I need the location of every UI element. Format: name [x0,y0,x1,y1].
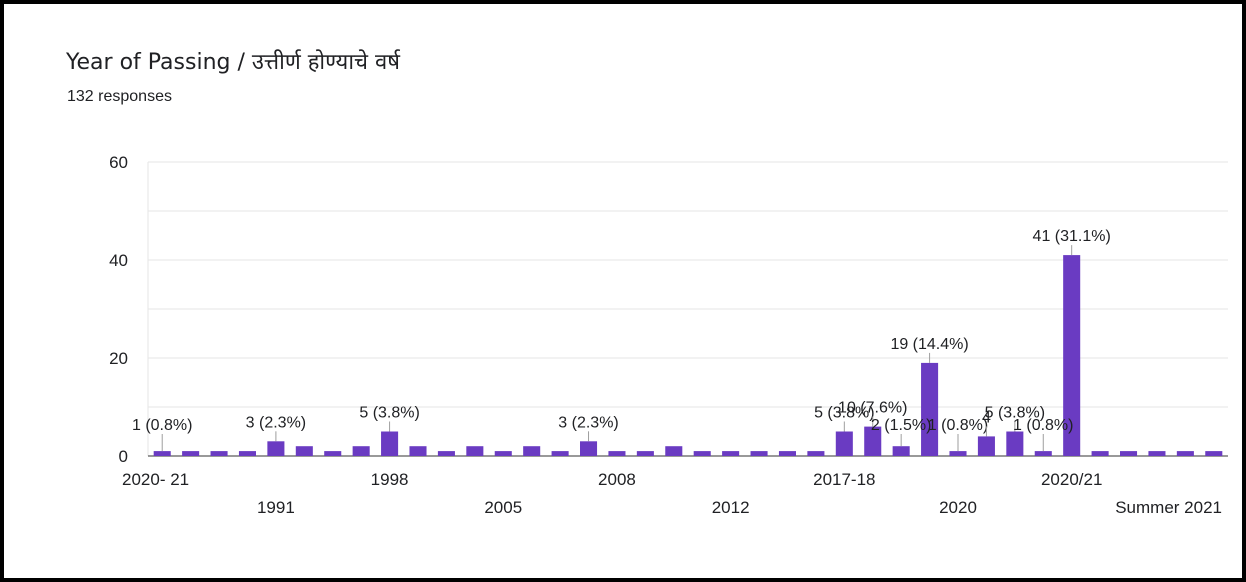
bar [807,451,825,456]
bar [1148,451,1166,456]
bar [409,446,427,456]
bar [523,446,541,456]
bar [210,451,228,456]
x-axis-ticks: 2020- 21 1991 1998 2005 2008 2012 2017-18 2020 2… [122,470,1222,517]
y-tick-label: 20 [109,349,128,368]
data-label: 4 [982,409,991,426]
bar [665,446,683,456]
x-tick-label: 2017-18 [813,470,875,489]
x-tick-label: 2020/21 [1041,470,1102,489]
bar [494,451,512,456]
bar [1063,255,1081,456]
data-label: 1 (0.8%) [132,417,192,434]
x-tick-label: Summer 2021 [1115,498,1222,517]
bar [921,362,939,456]
bar [977,436,995,456]
bar [324,451,342,456]
bar [267,441,285,456]
data-label: 1 (0.8%) [928,417,988,434]
y-axis-ticks: 0 20 40 60 [109,153,128,466]
bar [1176,451,1194,456]
data-label: 5 (3.8%) [359,405,419,422]
response-count: 132 responses [67,88,172,105]
x-tick-label: 2020 [939,498,977,517]
bar [238,451,256,456]
bar [608,451,626,456]
bar [722,451,740,456]
bars [153,255,1223,456]
bar [1120,451,1138,456]
bar [182,451,200,456]
bar [551,451,569,456]
bar [381,431,399,456]
bar [949,451,967,456]
bar [580,441,598,456]
data-label: 5 (3.8%) [985,405,1045,422]
x-tick-label: 2012 [712,498,750,517]
bar [1034,451,1052,456]
x-tick-label: 1991 [257,498,295,517]
bar [1205,451,1223,456]
bar [864,426,882,456]
bar [693,451,711,456]
bar [1091,451,1109,456]
data-label: 3 (2.3%) [246,414,306,431]
data-label: 1 (0.8%) [1013,417,1073,434]
y-tick-label: 60 [109,153,128,172]
y-tick-label: 0 [119,447,128,466]
chart-title: Year of Passing / उत्तीर्ण होण्याचे वर्ष [66,50,400,75]
y-tick-label: 40 [109,251,128,270]
bar [778,451,796,456]
bar [352,446,370,456]
x-tick-label: 2005 [484,498,522,517]
data-label: 5 (3.8%) [814,405,874,422]
x-tick-label: 1998 [371,470,409,489]
bar [1006,431,1024,456]
bar [466,446,484,456]
bar [153,451,171,456]
bar [835,431,853,456]
data-labels: 1 (0.8%) 3 (2.3%) 5 (3.8%) 3 (2.3%) 5 (3.8%)… [132,228,1111,452]
bar [295,446,313,456]
bar [636,451,654,456]
data-label: 10 (7.6%) [838,400,907,417]
bar [437,451,455,456]
data-label: 19 (14.4%) [890,336,968,353]
data-label: 2 (1.5%) [871,417,931,434]
x-tick-label: 2020- 21 [122,470,189,489]
bar [892,446,910,456]
x-tick-label: 2008 [598,470,636,489]
bar [750,451,768,456]
data-label: 41 (31.1%) [1033,228,1111,245]
data-label: 3 (2.3%) [558,414,618,431]
